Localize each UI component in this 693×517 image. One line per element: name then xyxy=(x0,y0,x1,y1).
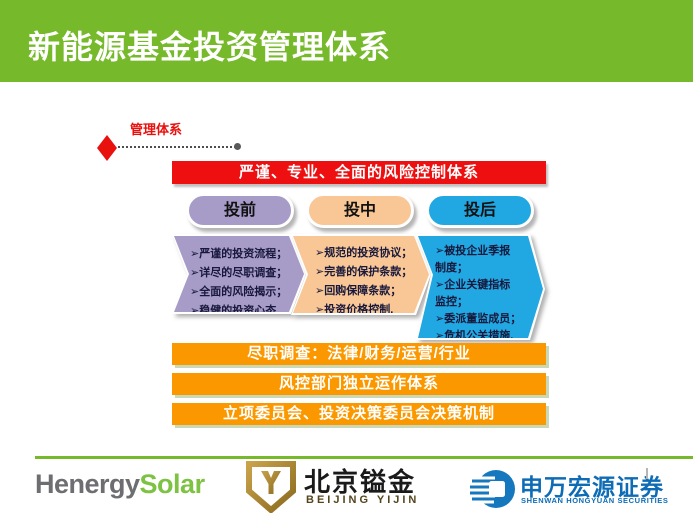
shenwan-globe-icon xyxy=(470,470,515,508)
footer-divider xyxy=(35,456,693,459)
post-investment-list: ➢被投企业季报 制度； ➢企业关键指标 监控； ➢委派董监成员； ➢危机公关措施… xyxy=(418,236,543,338)
list-item: ➢完善的保护条款； xyxy=(315,266,413,278)
committee-banner: 立项委员会、投资决策委员会决策机制 xyxy=(172,403,546,425)
shenwan-name-cn: 申万宏源证券 xyxy=(520,474,664,500)
list-item: ➢被投企业季报 制度； xyxy=(435,245,511,274)
yijin-name-cn: 北京镒金 xyxy=(304,467,417,497)
diamond-bullet-icon xyxy=(97,135,117,161)
due-diligence-banner: 尽职调查：法律/财务/运营/行业 xyxy=(172,343,546,365)
list-item: ➢企业关键指标 监控； xyxy=(435,279,511,308)
section-label: 管理体系 xyxy=(130,122,183,137)
pre-investment-list: ➢严谨的投资流程； ➢详尽的尽职调查； ➢全面的风险揭示； ➢稳健的投资心态. xyxy=(174,236,304,312)
shenwan-name-en: SHENWAN HONGYUAN SECURITIES xyxy=(521,496,669,505)
list-item: ➢规范的投资协议； xyxy=(315,247,413,259)
list-item: ➢回购保障条款； xyxy=(315,285,402,297)
phase-pill-mid-investment: 投中 xyxy=(306,193,414,228)
chevron-fill: ➢被投企业季报 制度； ➢企业关键指标 监控； ➢委派董监成员； ➢危机公关措施… xyxy=(418,236,543,338)
risk-dept-banner: 风控部门独立运作体系 xyxy=(172,373,546,395)
list-item: ➢严谨的投资流程； xyxy=(190,248,288,260)
slide-header-band: 新能源基金投资管理体系 xyxy=(0,0,693,82)
yijin-name-en: BEIJING YIJIN xyxy=(306,494,420,506)
henergy-logo-text-gray: Henergy xyxy=(35,469,140,499)
chevron-post-investment: ➢被投企业季报 制度； ➢企业关键指标 监控； ➢委派董监成员； ➢危机公关措施… xyxy=(416,234,545,340)
chevron-fill: ➢严谨的投资流程； ➢详尽的尽职调查； ➢全面的风险揭示； ➢稳健的投资心态. xyxy=(174,236,304,312)
mid-investment-list: ➢规范的投资协议； ➢完善的保护条款； ➢回购保障条款； ➢投资价格控制. xyxy=(293,236,429,313)
list-item: ➢稳健的投资心态. xyxy=(190,305,280,317)
dotted-connector xyxy=(118,146,236,148)
henergy-logo-text-green: Solar xyxy=(139,469,206,499)
list-item: ➢投资价格控制. xyxy=(315,304,394,316)
chevron-fill: ➢规范的投资协议； ➢完善的保护条款； ➢回购保障条款； ➢投资价格控制. xyxy=(293,236,429,313)
henergy-solar-logo: HenergySolar xyxy=(35,469,205,500)
risk-control-banner: 严谨、专业、全面的风险控制体系 xyxy=(172,161,546,184)
connector-end-dot xyxy=(234,143,241,150)
list-item: ➢委派董监成员； xyxy=(435,313,522,325)
chevron-pre-investment: ➢严谨的投资流程； ➢详尽的尽职调查； ➢全面的风险揭示； ➢稳健的投资心态. xyxy=(172,234,306,314)
list-item: ➢详尽的尽职调查； xyxy=(190,267,288,279)
phase-pill-post-investment: 投后 xyxy=(426,193,534,228)
trademark-tick xyxy=(646,468,648,479)
yijin-shield-icon xyxy=(246,461,296,513)
page-title: 新能源基金投资管理体系 xyxy=(28,29,392,65)
phase-pill-pre-investment: 投前 xyxy=(186,193,294,228)
chevron-mid-investment: ➢规范的投资协议； ➢完善的保护条款； ➢回购保障条款； ➢投资价格控制. xyxy=(291,234,431,315)
list-item: ➢全面的风险揭示； xyxy=(190,286,288,298)
